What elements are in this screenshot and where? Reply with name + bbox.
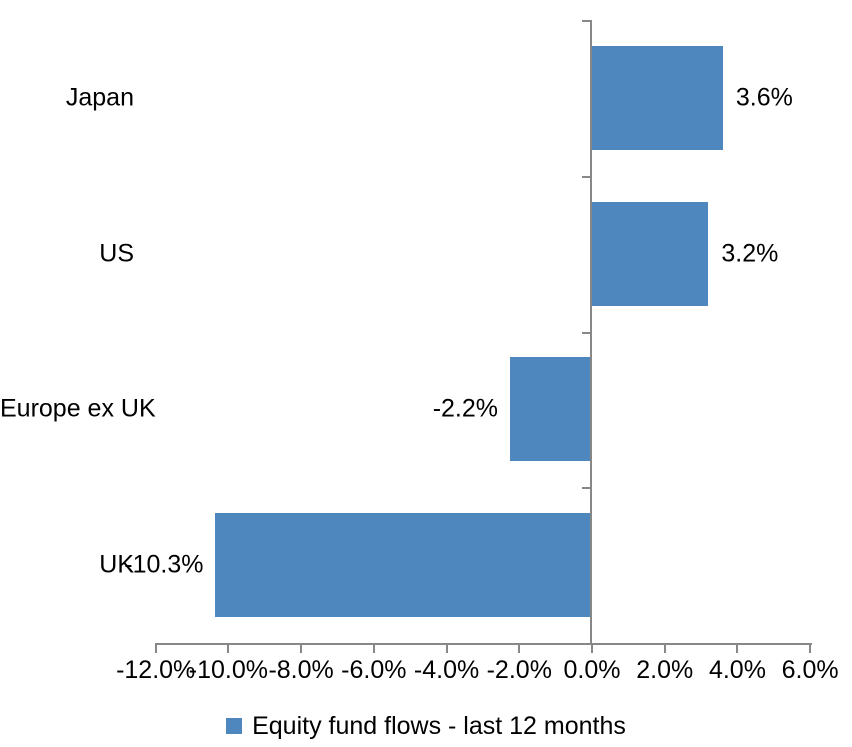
bar-uk (215, 513, 590, 618)
x-axis-tick-label: -8.0% (268, 656, 334, 684)
x-axis-tick-label: 0.0% (563, 656, 621, 684)
y-axis-tick (582, 20, 590, 22)
bar-us (592, 201, 709, 306)
x-axis-tick (736, 643, 739, 653)
category-label-europe-ex-uk: Europe ex UK (0, 394, 156, 423)
bar-japan (592, 45, 723, 150)
x-axis-tick-label: 6.0% (781, 656, 839, 684)
y-axis-tick (582, 175, 590, 178)
x-axis-tick-label: -6.0% (341, 656, 407, 684)
x-axis-tick-label: -12.0% (116, 656, 196, 684)
value-label-europe-ex-uk: -2.2% (432, 394, 499, 423)
category-label-japan: Japan (65, 83, 134, 112)
legend-swatch (226, 718, 243, 734)
x-axis-tick (227, 643, 230, 653)
value-label-uk: -10.3% (124, 550, 204, 579)
x-axis-tick (154, 643, 157, 653)
y-axis-tick (582, 331, 590, 334)
legend-label: Equity fund flows - last 12 months (252, 711, 626, 740)
bar-europe-ex-uk (510, 357, 590, 462)
legend: Equity fund flows - last 12 months (0, 710, 852, 742)
x-axis-tick (372, 643, 375, 653)
value-label-japan: 3.6% (735, 83, 793, 112)
y-axis-tick (582, 643, 590, 645)
x-axis-tick (591, 643, 593, 653)
x-axis-line (155, 643, 813, 645)
x-axis-tick (809, 643, 812, 653)
category-label-us: US (99, 239, 134, 268)
x-axis-tick (300, 643, 303, 653)
y-axis-line (590, 20, 592, 645)
x-axis-tick-label: 4.0% (708, 656, 766, 684)
y-axis-tick (582, 487, 590, 490)
x-axis-tick-label: -10.0% (188, 656, 268, 684)
x-axis-tick-label: -2.0% (486, 656, 552, 684)
value-label-us: 3.2% (721, 239, 779, 268)
x-axis-tick-label: -4.0% (413, 656, 480, 684)
x-axis-tick (663, 643, 666, 653)
x-axis-tick (445, 643, 448, 653)
x-axis-tick (518, 643, 521, 653)
category-label-uk: UK (99, 550, 134, 579)
x-axis-tick-label: 2.0% (636, 656, 694, 684)
